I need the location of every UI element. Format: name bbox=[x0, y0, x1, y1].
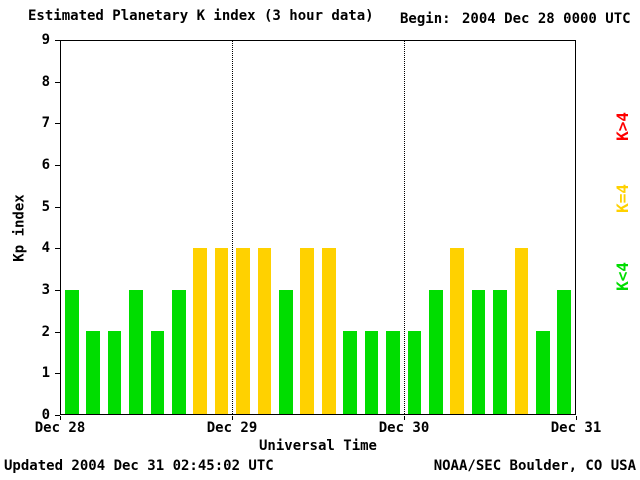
kp-bar bbox=[279, 289, 293, 414]
legend-k-above-4: K>4 bbox=[613, 112, 632, 141]
kp-bar bbox=[450, 248, 465, 414]
y-tick-mark bbox=[55, 40, 60, 41]
kp-bar bbox=[257, 248, 272, 414]
kp-bar bbox=[471, 289, 486, 414]
y-tick-label: 3 bbox=[41, 282, 50, 298]
kp-bar bbox=[64, 289, 79, 414]
source-attribution: NOAA/SEC Boulder, CO USA bbox=[433, 458, 636, 474]
kp-bar bbox=[493, 289, 507, 414]
kp-bar bbox=[321, 248, 336, 414]
y-tick-label: 8 bbox=[41, 73, 50, 90]
updated-timestamp: Updated 2004 Dec 31 02:45:02 UTC bbox=[4, 458, 274, 474]
x-tick-label: Dec 29 bbox=[206, 420, 258, 436]
legend-k-equals-4: K=4 bbox=[613, 184, 632, 213]
y-tick-label: 4 bbox=[41, 240, 50, 257]
kp-bar bbox=[364, 331, 379, 414]
chart-title: Estimated Planetary K index (3 hour data… bbox=[28, 8, 374, 24]
x-tick-label: Dec 31 bbox=[550, 420, 602, 436]
kp-bar bbox=[107, 331, 122, 414]
x-tick-label: Dec 28 bbox=[34, 420, 86, 436]
x-axis-label: Universal Time bbox=[258, 438, 377, 454]
kp-bar bbox=[150, 331, 165, 414]
kp-bar bbox=[86, 331, 100, 414]
y-tick-mark bbox=[55, 123, 60, 125]
kp-bar bbox=[236, 248, 250, 414]
kp-bar bbox=[428, 289, 443, 414]
y-tick-mark bbox=[55, 81, 60, 83]
y-tick-mark bbox=[55, 248, 60, 250]
y-tick-mark bbox=[55, 165, 60, 166]
kp-bar bbox=[386, 331, 400, 414]
kp-bar bbox=[407, 331, 422, 414]
begin-label: Begin: bbox=[400, 11, 451, 27]
kp-bar bbox=[129, 289, 143, 414]
y-axis-label: Kp index bbox=[11, 194, 28, 262]
y-tick-mark bbox=[55, 206, 60, 208]
x-tick-mark bbox=[404, 416, 405, 420]
y-tick-mark bbox=[55, 373, 60, 375]
kp-bar bbox=[193, 248, 208, 414]
kp-bar bbox=[300, 248, 315, 414]
y-tick-label: 6 bbox=[41, 157, 50, 173]
y-tick-mark bbox=[55, 331, 60, 333]
day-boundary-gridline bbox=[232, 41, 234, 414]
kp-bar bbox=[343, 331, 357, 414]
y-tick-label: 7 bbox=[41, 115, 50, 132]
kp-bar bbox=[171, 289, 186, 414]
legend-k-below-4: K<4 bbox=[613, 262, 632, 291]
kp-bar bbox=[536, 331, 550, 414]
kp-bar bbox=[214, 248, 229, 414]
y-tick-label: 1 bbox=[41, 365, 50, 382]
plot-area bbox=[60, 40, 576, 415]
y-tick-mark bbox=[55, 290, 60, 291]
kp-bar bbox=[514, 248, 529, 414]
y-tick-label: 0 bbox=[41, 407, 50, 423]
kp-bar bbox=[557, 289, 572, 414]
x-tick-mark bbox=[576, 416, 577, 420]
y-tick-label: 2 bbox=[41, 323, 50, 340]
begin-value: 2004 Dec 28 0000 UTC bbox=[462, 11, 631, 27]
day-boundary-gridline bbox=[403, 41, 405, 414]
y-tick-label: 5 bbox=[41, 198, 50, 215]
y-tick-mark bbox=[55, 415, 60, 416]
x-tick-mark bbox=[60, 416, 61, 420]
x-tick-mark bbox=[232, 416, 233, 420]
x-tick-label: Dec 30 bbox=[378, 420, 430, 436]
y-tick-label: 9 bbox=[41, 32, 50, 48]
